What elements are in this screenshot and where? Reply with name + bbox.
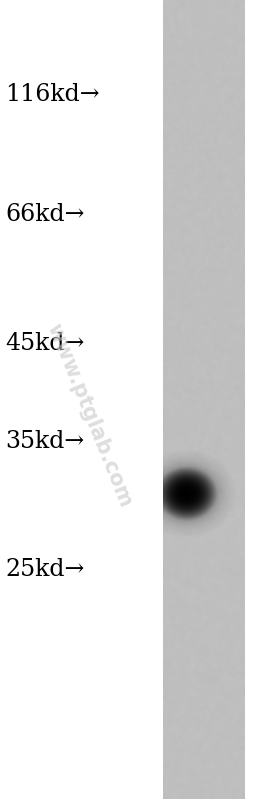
Text: 35kd→: 35kd→ [6, 430, 85, 452]
Text: 66kd→: 66kd→ [6, 203, 85, 225]
Text: 45kd→: 45kd→ [6, 332, 85, 355]
Text: 25kd→: 25kd→ [6, 559, 85, 581]
Text: www.ptglab.com: www.ptglab.com [43, 320, 136, 511]
Text: 116kd→: 116kd→ [6, 83, 100, 105]
